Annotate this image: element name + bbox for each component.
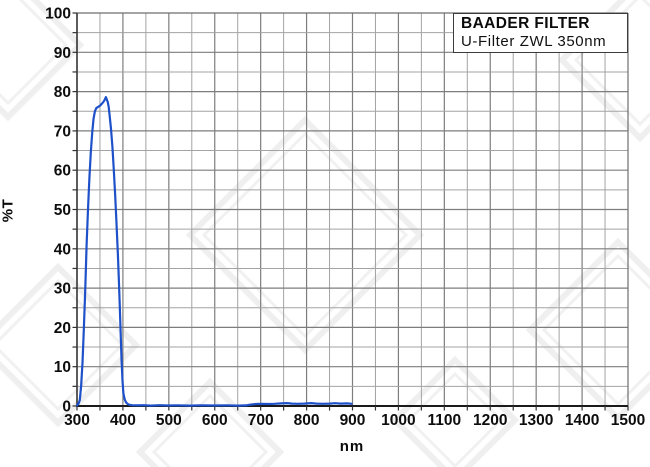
x-tick-label: 600 (202, 412, 228, 429)
x-tick-label: 800 (294, 412, 320, 429)
title-box: BAADER FILTER U-Filter ZWL 350nm (453, 13, 628, 53)
y-axis-title: %T (0, 198, 17, 223)
y-tick-label: 70 (54, 123, 71, 140)
x-tick-label: 900 (340, 412, 366, 429)
x-tick-label: 500 (156, 412, 182, 429)
y-tick-label: 20 (54, 320, 71, 337)
x-tick-label: 700 (248, 412, 274, 429)
x-tick-label: 300 (64, 412, 90, 429)
y-tick-label: 90 (54, 45, 71, 62)
y-tick-label: 60 (54, 163, 71, 180)
x-tick-label: 400 (110, 412, 136, 429)
filter-subtitle: U-Filter ZWL 350nm (461, 33, 607, 50)
y-tick-label: 40 (54, 241, 71, 258)
x-tick-label: 1100 (428, 412, 462, 429)
brand-title: BAADER FILTER (461, 15, 590, 32)
y-tick-label: 0 (62, 399, 71, 416)
x-tick-label: 1200 (473, 412, 507, 429)
x-axis-title: nm (339, 438, 365, 455)
y-tick-label: 10 (54, 359, 71, 376)
x-tick-label: 1400 (565, 412, 599, 429)
transmission-curve (75, 96, 353, 407)
y-tick-label: 50 (54, 202, 71, 219)
y-tick-label: 100 (45, 6, 71, 23)
x-tick-label: 1300 (519, 412, 553, 429)
x-tick-label: 1000 (381, 412, 415, 429)
y-tick-label: 80 (54, 84, 71, 101)
x-tick-label: 1500 (611, 412, 645, 429)
y-tick-label: 30 (54, 281, 71, 298)
